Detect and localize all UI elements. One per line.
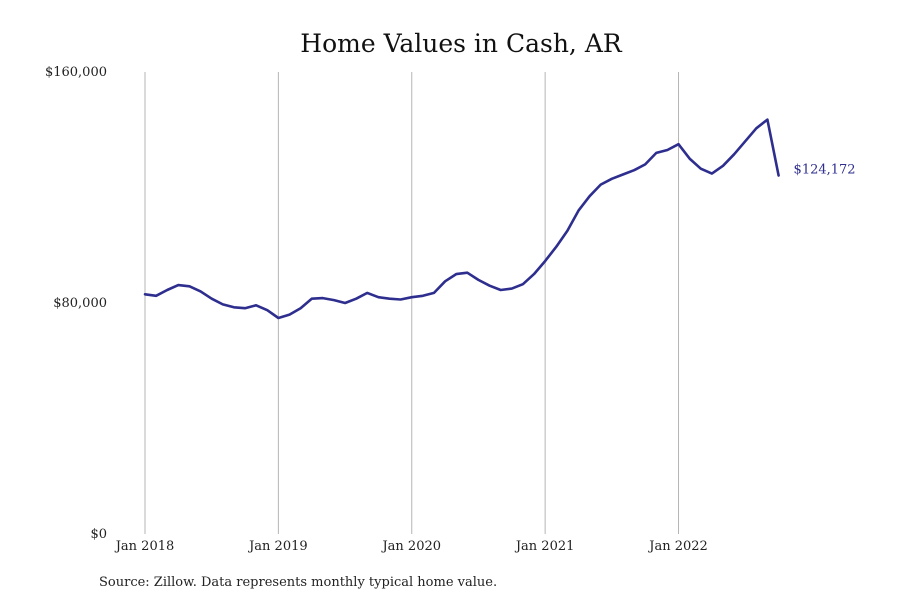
x-tick-label: Jan 2019 <box>247 539 308 554</box>
chart-title: Home Values in Cash, AR <box>300 29 623 58</box>
y-tick-label: $80,000 <box>53 296 107 311</box>
series-line-home-values <box>143 118 780 320</box>
y-tick-label: $0 <box>90 527 107 542</box>
source-note: Source: Zillow. Data represents monthly … <box>99 575 497 590</box>
y-tick-label: $160,000 <box>45 65 107 80</box>
x-tick-label: Jan 2020 <box>380 539 441 554</box>
y-axis-ticks: $0 $80,000 $160,000 <box>45 65 107 542</box>
gridlines <box>144 72 680 534</box>
x-tick-label: Jan 2022 <box>647 539 708 554</box>
end-value-label: $124,172 <box>794 162 856 177</box>
x-axis-ticks: Jan 2018 Jan 2019 Jan 2020 Jan 2021 Jan 2022 <box>114 539 708 554</box>
x-tick-label: Jan 2021 <box>514 539 575 554</box>
x-tick-label: Jan 2018 <box>114 539 175 554</box>
